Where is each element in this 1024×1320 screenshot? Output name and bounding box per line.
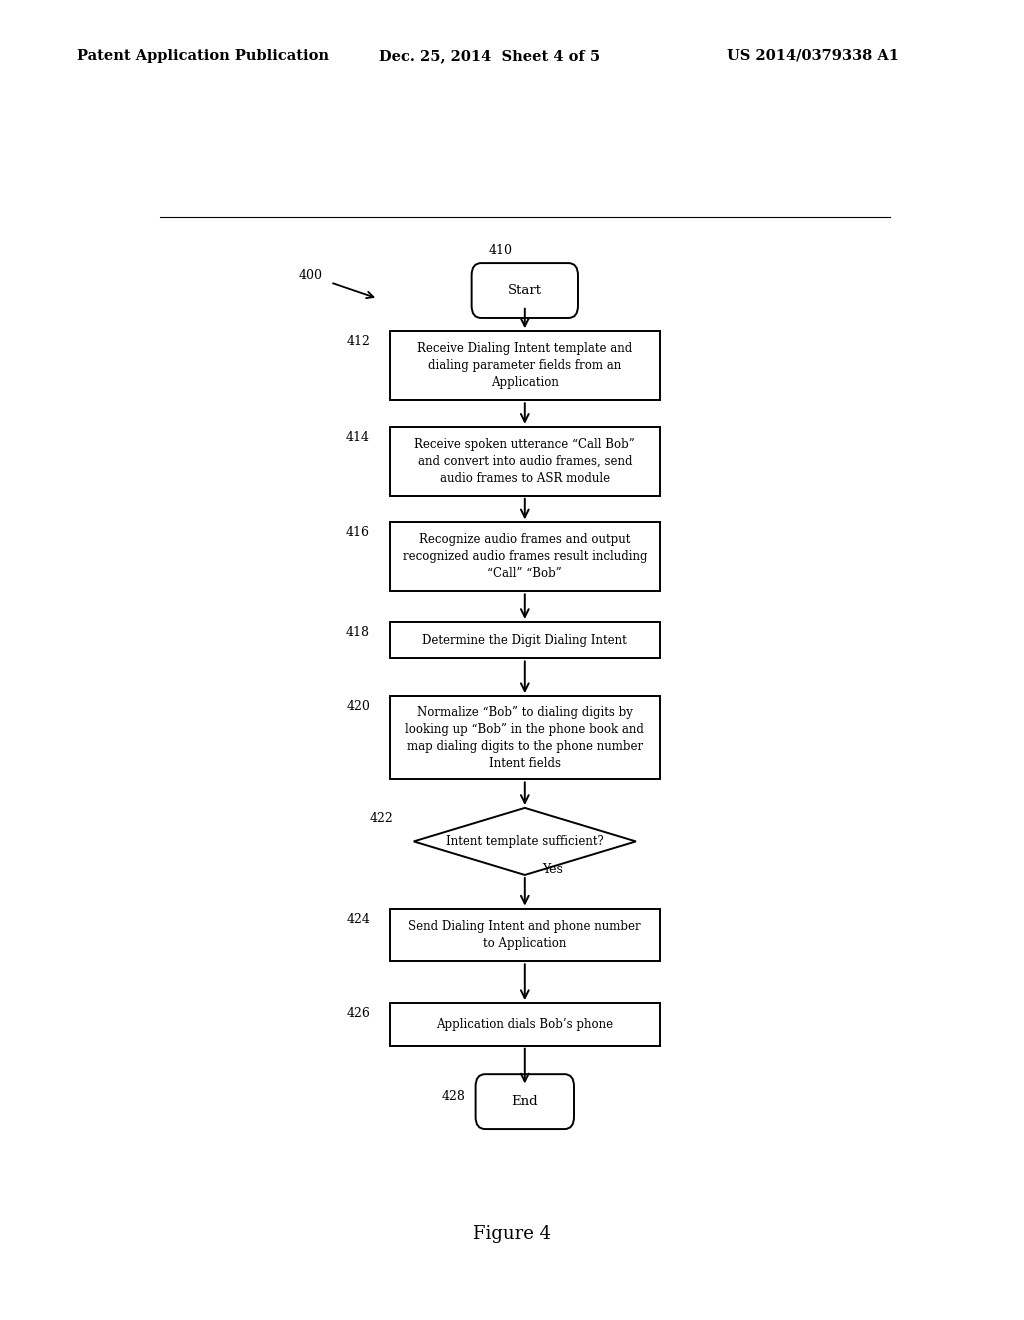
Text: 422: 422 bbox=[370, 812, 394, 825]
Text: 412: 412 bbox=[346, 335, 370, 348]
FancyBboxPatch shape bbox=[472, 263, 578, 318]
Text: Application dials Bob’s phone: Application dials Bob’s phone bbox=[436, 1018, 613, 1031]
Text: 416: 416 bbox=[346, 527, 370, 540]
Text: 420: 420 bbox=[346, 700, 370, 713]
Text: 426: 426 bbox=[346, 1007, 370, 1020]
Bar bbox=[390, 908, 659, 961]
Polygon shape bbox=[414, 808, 636, 875]
Text: US 2014/0379338 A1: US 2014/0379338 A1 bbox=[727, 49, 899, 63]
Text: Intent template sufficient?: Intent template sufficient? bbox=[445, 836, 604, 847]
Text: Dec. 25, 2014  Sheet 4 of 5: Dec. 25, 2014 Sheet 4 of 5 bbox=[379, 49, 600, 63]
Text: 428: 428 bbox=[441, 1090, 465, 1104]
Bar bbox=[390, 622, 659, 659]
Text: End: End bbox=[511, 1096, 539, 1107]
Text: Determine the Digit Dialing Intent: Determine the Digit Dialing Intent bbox=[423, 634, 627, 647]
Text: Figure 4: Figure 4 bbox=[473, 1225, 551, 1243]
Bar bbox=[390, 1003, 659, 1045]
Text: Recognize audio frames and output
recognized audio frames result including
“Call: Recognize audio frames and output recogn… bbox=[402, 533, 647, 581]
Text: Send Dialing Intent and phone number
to Application: Send Dialing Intent and phone number to … bbox=[409, 920, 641, 950]
Text: Receive Dialing Intent template and
dialing parameter fields from an
Application: Receive Dialing Intent template and dial… bbox=[417, 342, 633, 389]
Text: Yes: Yes bbox=[543, 863, 563, 876]
Text: Receive spoken utterance “Call Bob”
and convert into audio frames, send
audio fr: Receive spoken utterance “Call Bob” and … bbox=[415, 438, 635, 484]
Text: 410: 410 bbox=[489, 244, 513, 257]
FancyBboxPatch shape bbox=[475, 1074, 574, 1129]
Text: 414: 414 bbox=[346, 430, 370, 444]
Text: Normalize “Bob” to dialing digits by
looking up “Bob” in the phone book and
map : Normalize “Bob” to dialing digits by loo… bbox=[406, 706, 644, 770]
Text: 418: 418 bbox=[346, 626, 370, 639]
Bar bbox=[390, 696, 659, 779]
Bar bbox=[390, 331, 659, 400]
Text: Patent Application Publication: Patent Application Publication bbox=[77, 49, 329, 63]
Text: 400: 400 bbox=[299, 269, 323, 281]
Bar bbox=[390, 523, 659, 591]
Bar bbox=[390, 426, 659, 496]
Text: Start: Start bbox=[508, 284, 542, 297]
Text: 424: 424 bbox=[346, 912, 370, 925]
